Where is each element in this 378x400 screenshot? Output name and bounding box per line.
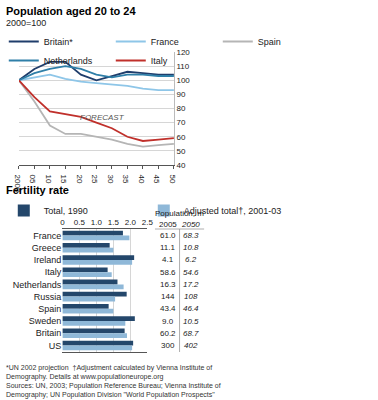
svg-text:Sweden: Sweden (29, 316, 62, 326)
svg-text:Britain: Britain (36, 328, 62, 338)
svg-text:50: 50 (168, 175, 177, 184)
svg-text:2.0: 2.0 (125, 218, 137, 227)
svg-text:58.6: 58.6 (160, 268, 176, 277)
svg-text:Spain: Spain (38, 304, 61, 314)
svg-text:68.7: 68.7 (183, 329, 199, 338)
svg-text:Italy: Italy (151, 56, 168, 66)
svg-text:6.2: 6.2 (185, 255, 197, 264)
svg-text:10: 10 (44, 175, 53, 184)
svg-text:35: 35 (121, 175, 130, 184)
svg-text:Fertility rate: Fertility rate (6, 184, 69, 196)
svg-text:Netherlands: Netherlands (44, 56, 93, 66)
svg-text:70: 70 (176, 118, 185, 127)
svg-text:15: 15 (59, 175, 68, 184)
svg-text:40: 40 (137, 175, 146, 184)
svg-text:1.5: 1.5 (108, 218, 120, 227)
svg-text:80: 80 (176, 104, 185, 113)
svg-text:17.2: 17.2 (183, 280, 199, 289)
svg-text:50: 50 (176, 147, 185, 156)
svg-text:2000: 2000 (13, 175, 22, 193)
svg-text:9.0: 9.0 (162, 317, 174, 326)
svg-text:Italy: Italy (45, 267, 62, 277)
svg-text:Population, m: Population, m (155, 209, 204, 218)
svg-text:4.1: 4.1 (162, 255, 174, 264)
svg-text:2005: 2005 (159, 220, 177, 229)
svg-text:2.5: 2.5 (142, 218, 154, 227)
svg-text:2050: 2050 (181, 220, 200, 229)
svg-text:300: 300 (161, 341, 175, 350)
svg-text:100: 100 (176, 76, 190, 85)
svg-text:144: 144 (161, 292, 175, 301)
svg-text:110: 110 (176, 62, 189, 71)
svg-text:France: France (33, 231, 61, 241)
svg-text:Adjusted total†, 2001-03: Adjusted total†, 2001-03 (184, 206, 282, 216)
svg-text:10.8: 10.8 (183, 243, 199, 252)
svg-text:402: 402 (184, 341, 198, 350)
svg-text:61.0: 61.0 (160, 231, 176, 240)
svg-text:France: France (151, 37, 179, 47)
svg-text:45: 45 (152, 175, 161, 184)
svg-text:Russia: Russia (34, 292, 62, 302)
svg-text:0.5: 0.5 (74, 218, 86, 227)
svg-text:US: US (49, 341, 62, 351)
svg-text:Britain*: Britain* (44, 37, 74, 47)
svg-text:Population aged 20 to 24: Population aged 20 to 24 (6, 5, 136, 17)
svg-text:120: 120 (176, 48, 190, 57)
svg-text:FORECAST: FORECAST (80, 113, 125, 122)
svg-text:20: 20 (75, 175, 84, 184)
svg-text:108: 108 (184, 292, 198, 301)
svg-text:25: 25 (90, 175, 99, 184)
svg-text:*UN 2002 projection †Adjustme: *UN 2002 projection †Adjustment calculat… (6, 364, 221, 399)
svg-text:90: 90 (176, 90, 185, 99)
svg-text:Total, 1990: Total, 1990 (44, 206, 88, 216)
svg-text:05: 05 (28, 175, 37, 184)
svg-text:54.6: 54.6 (183, 268, 199, 277)
svg-text:46.4: 46.4 (183, 304, 199, 313)
svg-text:Ireland: Ireland (34, 255, 62, 265)
svg-text:1.0: 1.0 (91, 218, 103, 227)
svg-text:11.1: 11.1 (160, 243, 176, 252)
svg-text:16.3: 16.3 (160, 280, 176, 289)
svg-text:43.4: 43.4 (160, 304, 176, 313)
svg-text:Spain: Spain (258, 37, 281, 47)
svg-text:Netherlands: Netherlands (13, 280, 62, 290)
svg-text:68.3: 68.3 (183, 231, 199, 240)
svg-text:60.2: 60.2 (160, 329, 176, 338)
svg-text:10.5: 10.5 (183, 317, 199, 326)
svg-text:0: 0 (60, 218, 65, 227)
svg-text:60: 60 (176, 133, 185, 142)
svg-text:40: 40 (176, 161, 185, 170)
svg-text:Greece: Greece (32, 243, 62, 253)
svg-text:30: 30 (106, 175, 115, 184)
svg-text:2000=100: 2000=100 (6, 18, 46, 28)
